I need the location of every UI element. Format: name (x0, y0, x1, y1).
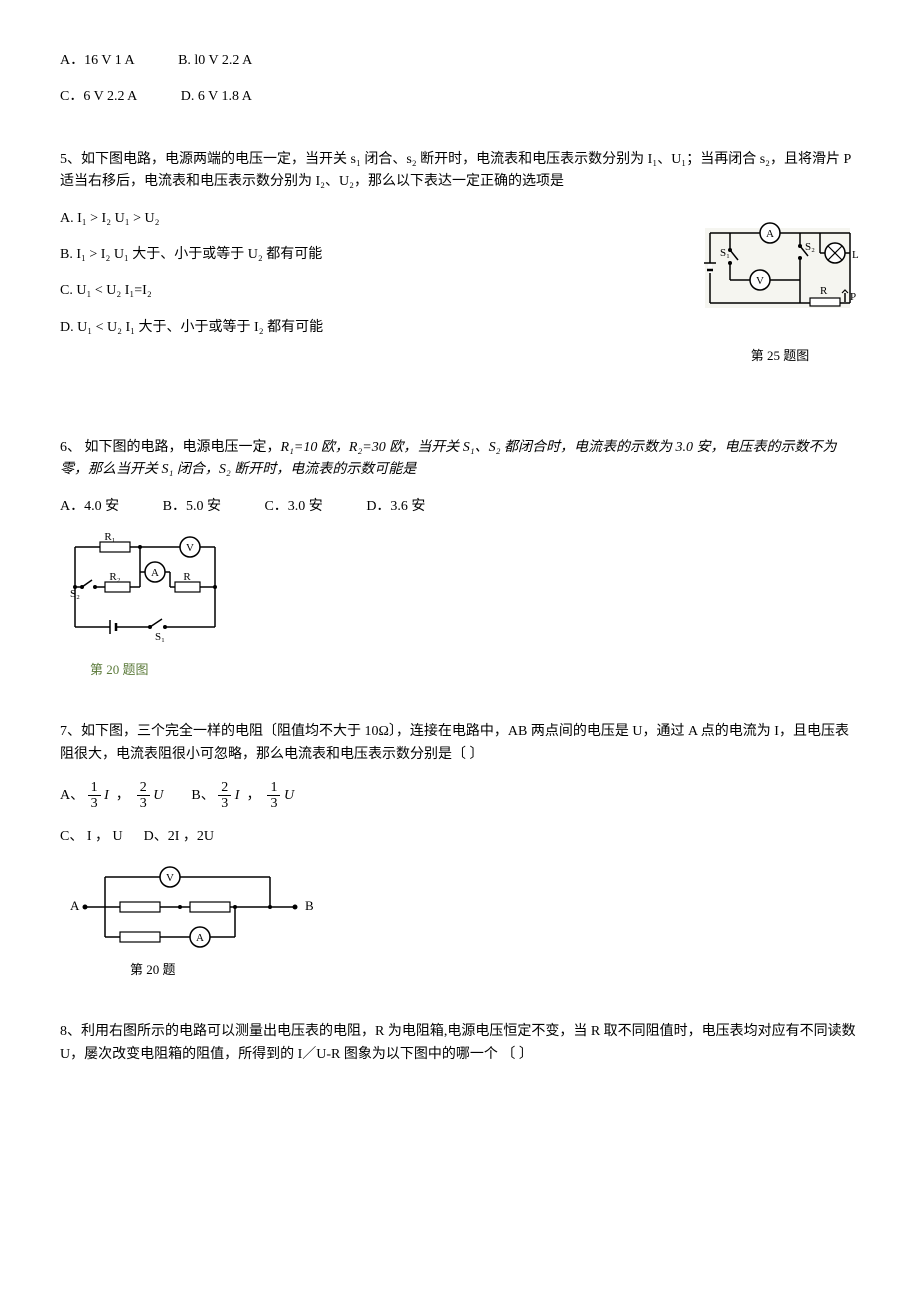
q6-opt-c: C．3.0 安 (264, 499, 322, 514)
svg-text:A: A (151, 567, 159, 579)
q7-circuit-svg: A V A (60, 862, 320, 952)
svg-text:P: P (850, 291, 856, 303)
q6-fig-caption: 第 20 题图 (60, 660, 860, 681)
q8-text: 8、利用右图所示的电路可以测量出电压表的电阻，R 为电阻箱,电源电压恒定不变，当… (60, 1021, 860, 1066)
q7-opts-ab: A、 13 I ， 23 U B、 23 I ， 13 U (60, 780, 860, 812)
svg-text:A: A (766, 228, 774, 240)
frac-2-3b: 23 (218, 780, 231, 812)
q4-row1: A．16 V 1 A B. l0 V 2.2 A (60, 50, 860, 72)
question-5: 5、如下图电路，电源两端的电压一定，当开关 s₁ 闭合、s₂ 断开时，电流表和电… (60, 149, 860, 367)
q7-opt-c: C、 I ， U (60, 829, 123, 844)
q6-opt-b: B．5.0 安 (163, 499, 221, 514)
question-6: 6、 如下图的电路，电源电压一定，R₁=10 欧，R₂=30 欧，当开关 S₁、… (60, 437, 860, 681)
frac-2-3: 23 (137, 780, 150, 812)
q4-opt-d: D. 6 V 1.8 A (181, 89, 252, 104)
q5-circuit-svg: A S₁ V S₂ (700, 208, 860, 338)
svg-text:S₂: S₂ (70, 588, 80, 600)
frac-1-3b: 13 (267, 780, 280, 812)
svg-text:L: L (852, 249, 859, 261)
q4-opt-a: A．16 V 1 A (60, 53, 135, 68)
q6-text: 6、 如下图的电路，电源电压一定，R₁=10 欧，R₂=30 欧，当开关 S₁、… (60, 437, 860, 482)
q6-opt-d: D．3.6 安 (366, 499, 425, 514)
q4-row2: C．6 V 2.2 A D. 6 V 1.8 A (60, 86, 860, 108)
svg-text:R₂: R₂ (109, 571, 120, 583)
q6-options: A．4.0 安 B．5.0 安 C．3.0 安 D．3.6 安 (60, 496, 860, 518)
q6-opt-a: A．4.0 安 (60, 499, 119, 514)
question-8: 8、利用右图所示的电路可以测量出电压表的电阻，R 为电阻箱,电源电压恒定不变，当… (60, 1021, 860, 1066)
svg-text:A: A (70, 898, 80, 913)
q4-opt-c: C．6 V 2.2 A (60, 89, 137, 104)
q4-opt-b: B. l0 V 2.2 A (178, 53, 252, 68)
q7-text: 7、如下图，三个完全一样的电阻〔阻值均不大于 10Ω〕，连接在电路中，AB 两点… (60, 721, 860, 766)
q6-figure: R₁ V S₂ R₂ A R (60, 532, 860, 681)
svg-text:A: A (196, 932, 204, 944)
svg-text:R: R (820, 285, 828, 297)
q7-opts-cd: C、 I ， U D、2I ，2U (60, 826, 860, 848)
q5-fig-caption: 第 25 题图 (700, 346, 860, 367)
svg-text:B: B (305, 898, 314, 913)
svg-text:R: R (183, 571, 191, 583)
q7-figure: A V A (60, 862, 860, 981)
question-7: 7、如下图，三个完全一样的电阻〔阻值均不大于 10Ω〕，连接在电路中，AB 两点… (60, 721, 860, 981)
frac-1-3: 13 (88, 780, 101, 812)
svg-text:S₁: S₁ (720, 247, 730, 259)
svg-text:S₂: S₂ (805, 241, 815, 253)
svg-text:V: V (186, 542, 194, 554)
svg-text:S₁: S₁ (155, 631, 165, 643)
q5-figure: A S₁ V S₂ (700, 208, 860, 367)
svg-text:R₁: R₁ (104, 532, 115, 543)
q5-text: 5、如下图电路，电源两端的电压一定，当开关 s₁ 闭合、s₂ 断开时，电流表和电… (60, 149, 860, 194)
q7-fig-caption: 第 20 题 (60, 960, 860, 981)
svg-text:V: V (166, 872, 174, 884)
svg-text:V: V (756, 275, 764, 287)
q7-opt-d: D、2I ，2U (144, 829, 214, 844)
q6-circuit-svg: R₁ V S₂ R₂ A R (60, 532, 230, 652)
question-4-options: A．16 V 1 A B. l0 V 2.2 A C．6 V 2.2 A D. … (60, 50, 860, 109)
